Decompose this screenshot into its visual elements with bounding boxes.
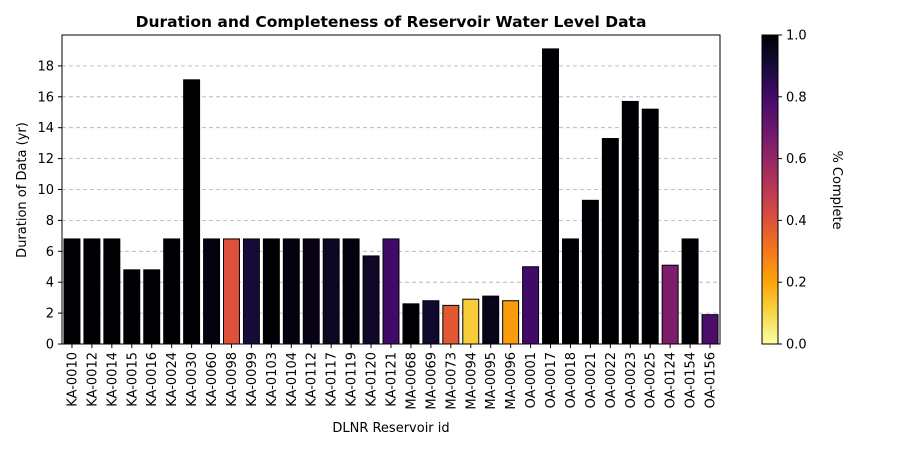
- x-tick-label: OA-0023: [624, 352, 639, 408]
- x-tick-label: KA-0121: [385, 352, 400, 407]
- bar-ka-0117: [322, 238, 340, 345]
- y-tick-label: 10: [37, 183, 54, 198]
- y-tick-label: 0: [46, 338, 54, 353]
- bar-ka-0112: [302, 238, 320, 345]
- bar-ka-0098: [223, 238, 240, 345]
- bar-ka-0119: [342, 238, 360, 345]
- colorbar-tick-label: 0.4: [786, 214, 807, 229]
- bar-ka-0010: [63, 238, 81, 345]
- colorbar-tick-label: 0.8: [786, 90, 807, 105]
- x-tick-label: KA-0099: [245, 352, 260, 407]
- bar-oa-0023: [621, 100, 639, 345]
- bar-ka-0030: [183, 79, 201, 345]
- bar-oa-0124: [661, 264, 679, 345]
- x-axis-title: DLNR Reservoir id: [332, 421, 449, 436]
- y-tick-label: 16: [37, 90, 54, 105]
- y-axis-ticks: 0 2 4 6 8 10 12 14 16 18: [37, 59, 62, 353]
- bar-ka-0012: [83, 238, 101, 345]
- bar-ma-0068: [402, 303, 420, 345]
- x-tick-label: OA-0154: [684, 352, 699, 408]
- bar-ka-0121: [382, 238, 400, 345]
- bar-oa-0018: [561, 238, 579, 345]
- x-tick-label: KA-0117: [325, 352, 340, 407]
- colorbar-ticks: 0.0 0.2 0.4 0.6 0.8 1.0: [778, 29, 807, 353]
- x-tick-label: MA-0094: [464, 352, 479, 410]
- x-tick-label: MA-0073: [444, 352, 459, 410]
- x-axis-ticks: KA-0010 KA-0012 KA-0014 KA-0015 KA-0016 KA-00…: [65, 344, 719, 410]
- colorbar-tick-label: 0.6: [786, 152, 807, 167]
- x-tick-label: KA-0104: [285, 352, 300, 407]
- chart-title: Duration and Completeness of Reservoir W…: [136, 13, 647, 31]
- y-tick-label: 12: [37, 152, 54, 167]
- x-tick-label: KA-0098: [225, 352, 240, 407]
- x-tick-label: OA-0022: [604, 352, 619, 408]
- x-tick-label: KA-0014: [105, 352, 120, 407]
- y-axis-title: Duration of Data (yr): [15, 122, 30, 258]
- bar-oa-0021: [581, 199, 599, 345]
- bar-ka-0103: [262, 238, 280, 345]
- x-tick-label: MA-0069: [424, 352, 439, 410]
- x-tick-label: OA-0001: [524, 352, 539, 408]
- y-tick-label: 2: [46, 307, 54, 322]
- x-tick-label: OA-0124: [664, 352, 679, 408]
- bar-ma-0069: [422, 300, 440, 345]
- x-tick-label: OA-0025: [644, 352, 659, 408]
- x-tick-label: KA-0030: [185, 352, 200, 407]
- y-tick-label: 18: [37, 59, 54, 74]
- x-tick-label: KA-0112: [305, 352, 320, 407]
- y-tick-label: 6: [46, 245, 54, 260]
- x-tick-label: OA-0018: [564, 352, 579, 408]
- bar-oa-0017: [542, 48, 559, 345]
- bar-ma-0094: [462, 298, 480, 345]
- x-tick-label: KA-0012: [85, 352, 100, 407]
- colorbar: 0.0 0.2 0.4 0.6 0.8 1.0 % Complete: [761, 29, 844, 353]
- x-tick-label: KA-0120: [365, 352, 380, 407]
- x-tick-label: KA-0024: [165, 352, 180, 407]
- bar-ka-0104: [282, 238, 300, 345]
- bar-oa-0001: [522, 266, 540, 345]
- x-tick-label: KA-0119: [345, 352, 360, 407]
- y-tick-label: 14: [37, 121, 54, 136]
- bar-oa-0025: [641, 108, 659, 345]
- x-tick-label: KA-0015: [125, 352, 140, 407]
- x-tick-label: MA-0096: [504, 352, 519, 410]
- bar-oa-0156: [701, 314, 719, 345]
- colorbar-tick-label: 0.2: [786, 276, 807, 291]
- colorbar-tick-label: 1.0: [786, 29, 807, 44]
- bar-ka-0024: [163, 238, 181, 345]
- colorbar-gradient: [761, 34, 779, 345]
- y-tick-label: 4: [46, 276, 54, 291]
- bar-oa-0022: [601, 138, 619, 345]
- x-tick-label: KA-0016: [145, 352, 160, 407]
- x-tick-label: MA-0095: [484, 352, 499, 410]
- x-tick-label: KA-0010: [65, 352, 80, 407]
- bar-oa-0154: [681, 238, 699, 345]
- bar-ka-0120: [362, 255, 380, 345]
- colorbar-label: % Complete: [829, 150, 844, 229]
- x-tick-label: OA-0017: [544, 352, 559, 408]
- bar-ka-0016: [143, 269, 161, 345]
- x-tick-label: MA-0068: [404, 352, 419, 410]
- x-tick-label: KA-0060: [205, 352, 220, 407]
- bar-ma-0095: [482, 295, 500, 345]
- bar-ma-0073: [442, 304, 460, 345]
- x-tick-label: OA-0021: [584, 352, 599, 408]
- y-tick-label: 8: [46, 214, 54, 229]
- bar-ka-0060: [203, 238, 221, 345]
- bar-ka-0015: [123, 269, 141, 345]
- colorbar-tick-label: 0.0: [786, 338, 807, 353]
- bars: [63, 48, 719, 345]
- bar-ka-0099: [242, 238, 260, 345]
- x-tick-label: OA-0156: [704, 352, 719, 408]
- bar-ka-0014: [103, 238, 121, 345]
- x-tick-label: KA-0103: [265, 352, 280, 407]
- bar-ma-0096: [502, 300, 520, 345]
